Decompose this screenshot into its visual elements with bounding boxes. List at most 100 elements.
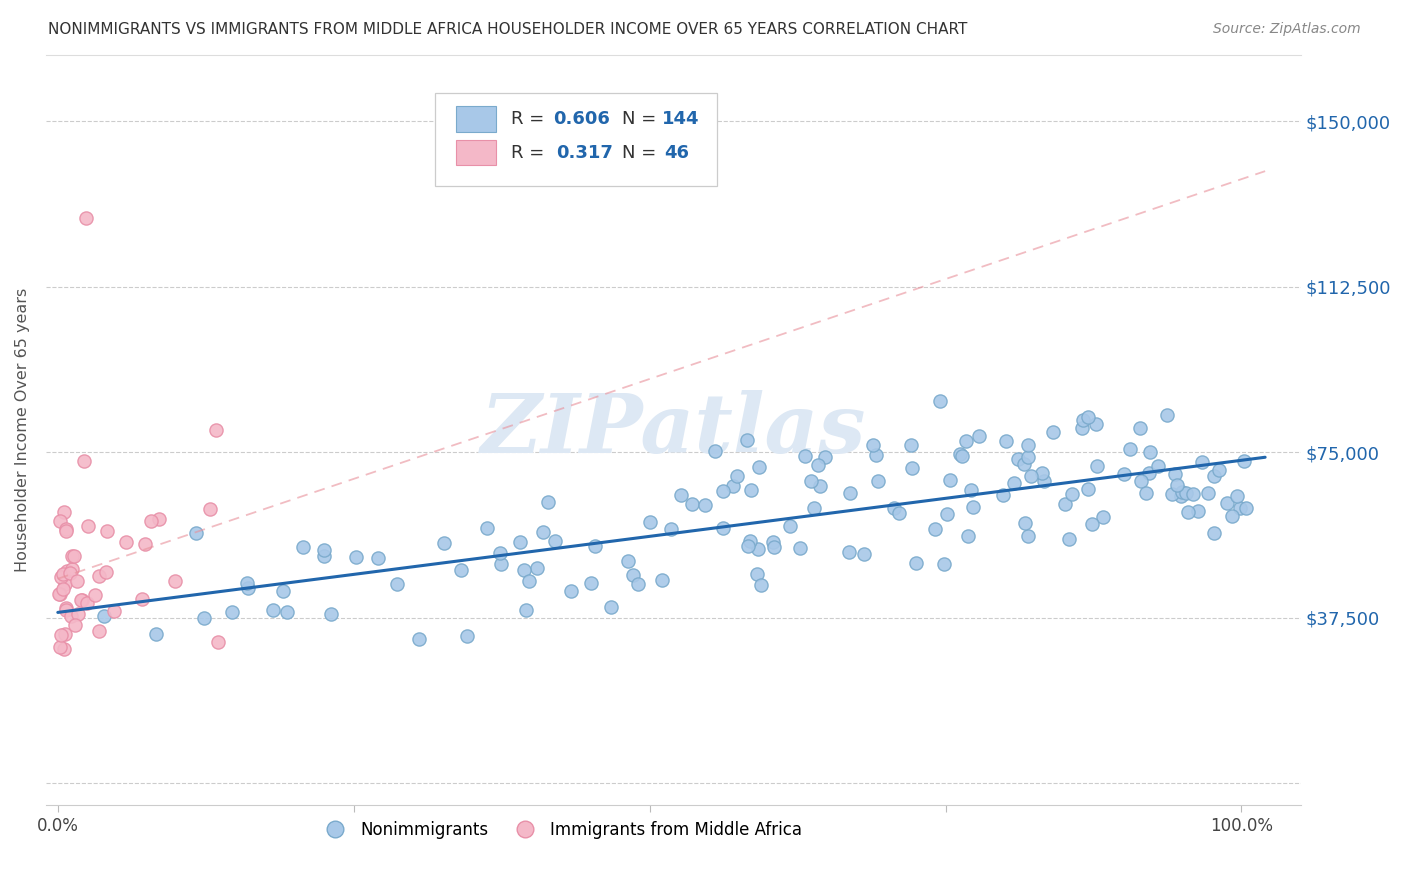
- Point: [531, 524, 554, 539]
- Point: [661, 523, 683, 537]
- Point: [49, 627, 72, 641]
- Point: [1077, 409, 1099, 424]
- Point: [1118, 442, 1140, 457]
- Point: [55, 522, 77, 536]
- Point: [745, 566, 768, 581]
- Point: [1177, 505, 1199, 519]
- Point: [1164, 467, 1187, 482]
- Text: 144: 144: [662, 110, 700, 128]
- Point: [544, 533, 567, 548]
- Point: [853, 547, 876, 561]
- Point: [83, 589, 105, 603]
- Point: [1031, 467, 1053, 481]
- Point: [526, 561, 548, 575]
- Point: [748, 459, 770, 474]
- Point: [814, 450, 837, 464]
- Point: [617, 554, 640, 568]
- Point: [959, 483, 981, 498]
- Point: [51, 569, 73, 583]
- Text: Source: ZipAtlas.com: Source: ZipAtlas.com: [1213, 22, 1361, 37]
- Point: [560, 584, 582, 599]
- Point: [1234, 500, 1257, 515]
- Point: [725, 469, 748, 483]
- Point: [1053, 498, 1076, 512]
- Text: 0.317: 0.317: [557, 144, 613, 161]
- Point: [55, 524, 77, 538]
- Point: [53, 505, 76, 519]
- Point: [262, 603, 284, 617]
- Point: [1187, 504, 1209, 518]
- Point: [488, 546, 510, 560]
- Point: [1229, 501, 1251, 516]
- Text: NONIMMIGRANTS VS IMMIGRANTS FROM MIDDLE AFRICA HOUSEHOLDER INCOME OVER 65 YEARS : NONIMMIGRANTS VS IMMIGRANTS FROM MIDDLE …: [48, 22, 967, 37]
- Point: [55, 564, 77, 578]
- Point: [950, 449, 973, 463]
- Point: [751, 578, 773, 592]
- Point: [1216, 496, 1239, 510]
- Point: [52, 582, 75, 596]
- Point: [70, 593, 93, 607]
- Point: [1091, 510, 1114, 524]
- Point: [1226, 489, 1249, 503]
- Point: [808, 478, 831, 492]
- Point: [721, 479, 744, 493]
- Point: [344, 549, 367, 564]
- Text: ZIPatlas: ZIPatlas: [481, 390, 866, 470]
- Point: [803, 501, 825, 516]
- Point: [205, 423, 228, 437]
- Point: [65, 618, 87, 632]
- Point: [939, 473, 962, 487]
- Point: [762, 540, 785, 554]
- Point: [740, 483, 762, 497]
- Point: [276, 605, 298, 619]
- Point: [681, 497, 703, 511]
- Point: [868, 474, 890, 488]
- Point: [1019, 469, 1042, 483]
- Point: [96, 524, 118, 538]
- Point: [55, 601, 77, 615]
- Point: [924, 522, 946, 536]
- Point: [993, 488, 1015, 502]
- Point: [456, 629, 478, 643]
- Point: [67, 607, 90, 621]
- Point: [53, 627, 76, 641]
- Point: [55, 603, 77, 617]
- Y-axis label: Householder Income Over 65 years: Householder Income Over 65 years: [15, 288, 30, 572]
- Point: [1085, 458, 1108, 473]
- Point: [1017, 450, 1039, 464]
- Text: R =: R =: [512, 144, 557, 161]
- Point: [962, 500, 984, 515]
- Point: [928, 393, 950, 408]
- Point: [1202, 526, 1225, 541]
- Point: [1060, 487, 1083, 501]
- Point: [1014, 516, 1036, 530]
- Point: [450, 563, 472, 577]
- Point: [385, 577, 408, 591]
- Point: [704, 443, 727, 458]
- Point: [1077, 482, 1099, 496]
- Point: [737, 539, 759, 553]
- Legend: Nonimmigrants, Immigrants from Middle Africa: Nonimmigrants, Immigrants from Middle Af…: [312, 814, 808, 846]
- Point: [737, 433, 759, 447]
- Point: [62, 561, 84, 575]
- Point: [70, 592, 93, 607]
- Point: [1170, 489, 1192, 503]
- Point: [517, 574, 540, 589]
- Point: [1170, 485, 1192, 500]
- Text: 0.606: 0.606: [553, 110, 610, 128]
- Point: [314, 549, 336, 563]
- FancyBboxPatch shape: [457, 140, 496, 165]
- Point: [489, 558, 512, 572]
- Point: [762, 534, 785, 549]
- Point: [184, 525, 207, 540]
- Point: [1233, 454, 1256, 468]
- Point: [87, 624, 110, 639]
- Point: [271, 584, 294, 599]
- Point: [76, 518, 98, 533]
- Point: [955, 434, 977, 449]
- Point: [236, 582, 259, 596]
- Point: [477, 521, 499, 535]
- Point: [1208, 463, 1230, 477]
- Point: [579, 576, 602, 591]
- Point: [94, 566, 117, 580]
